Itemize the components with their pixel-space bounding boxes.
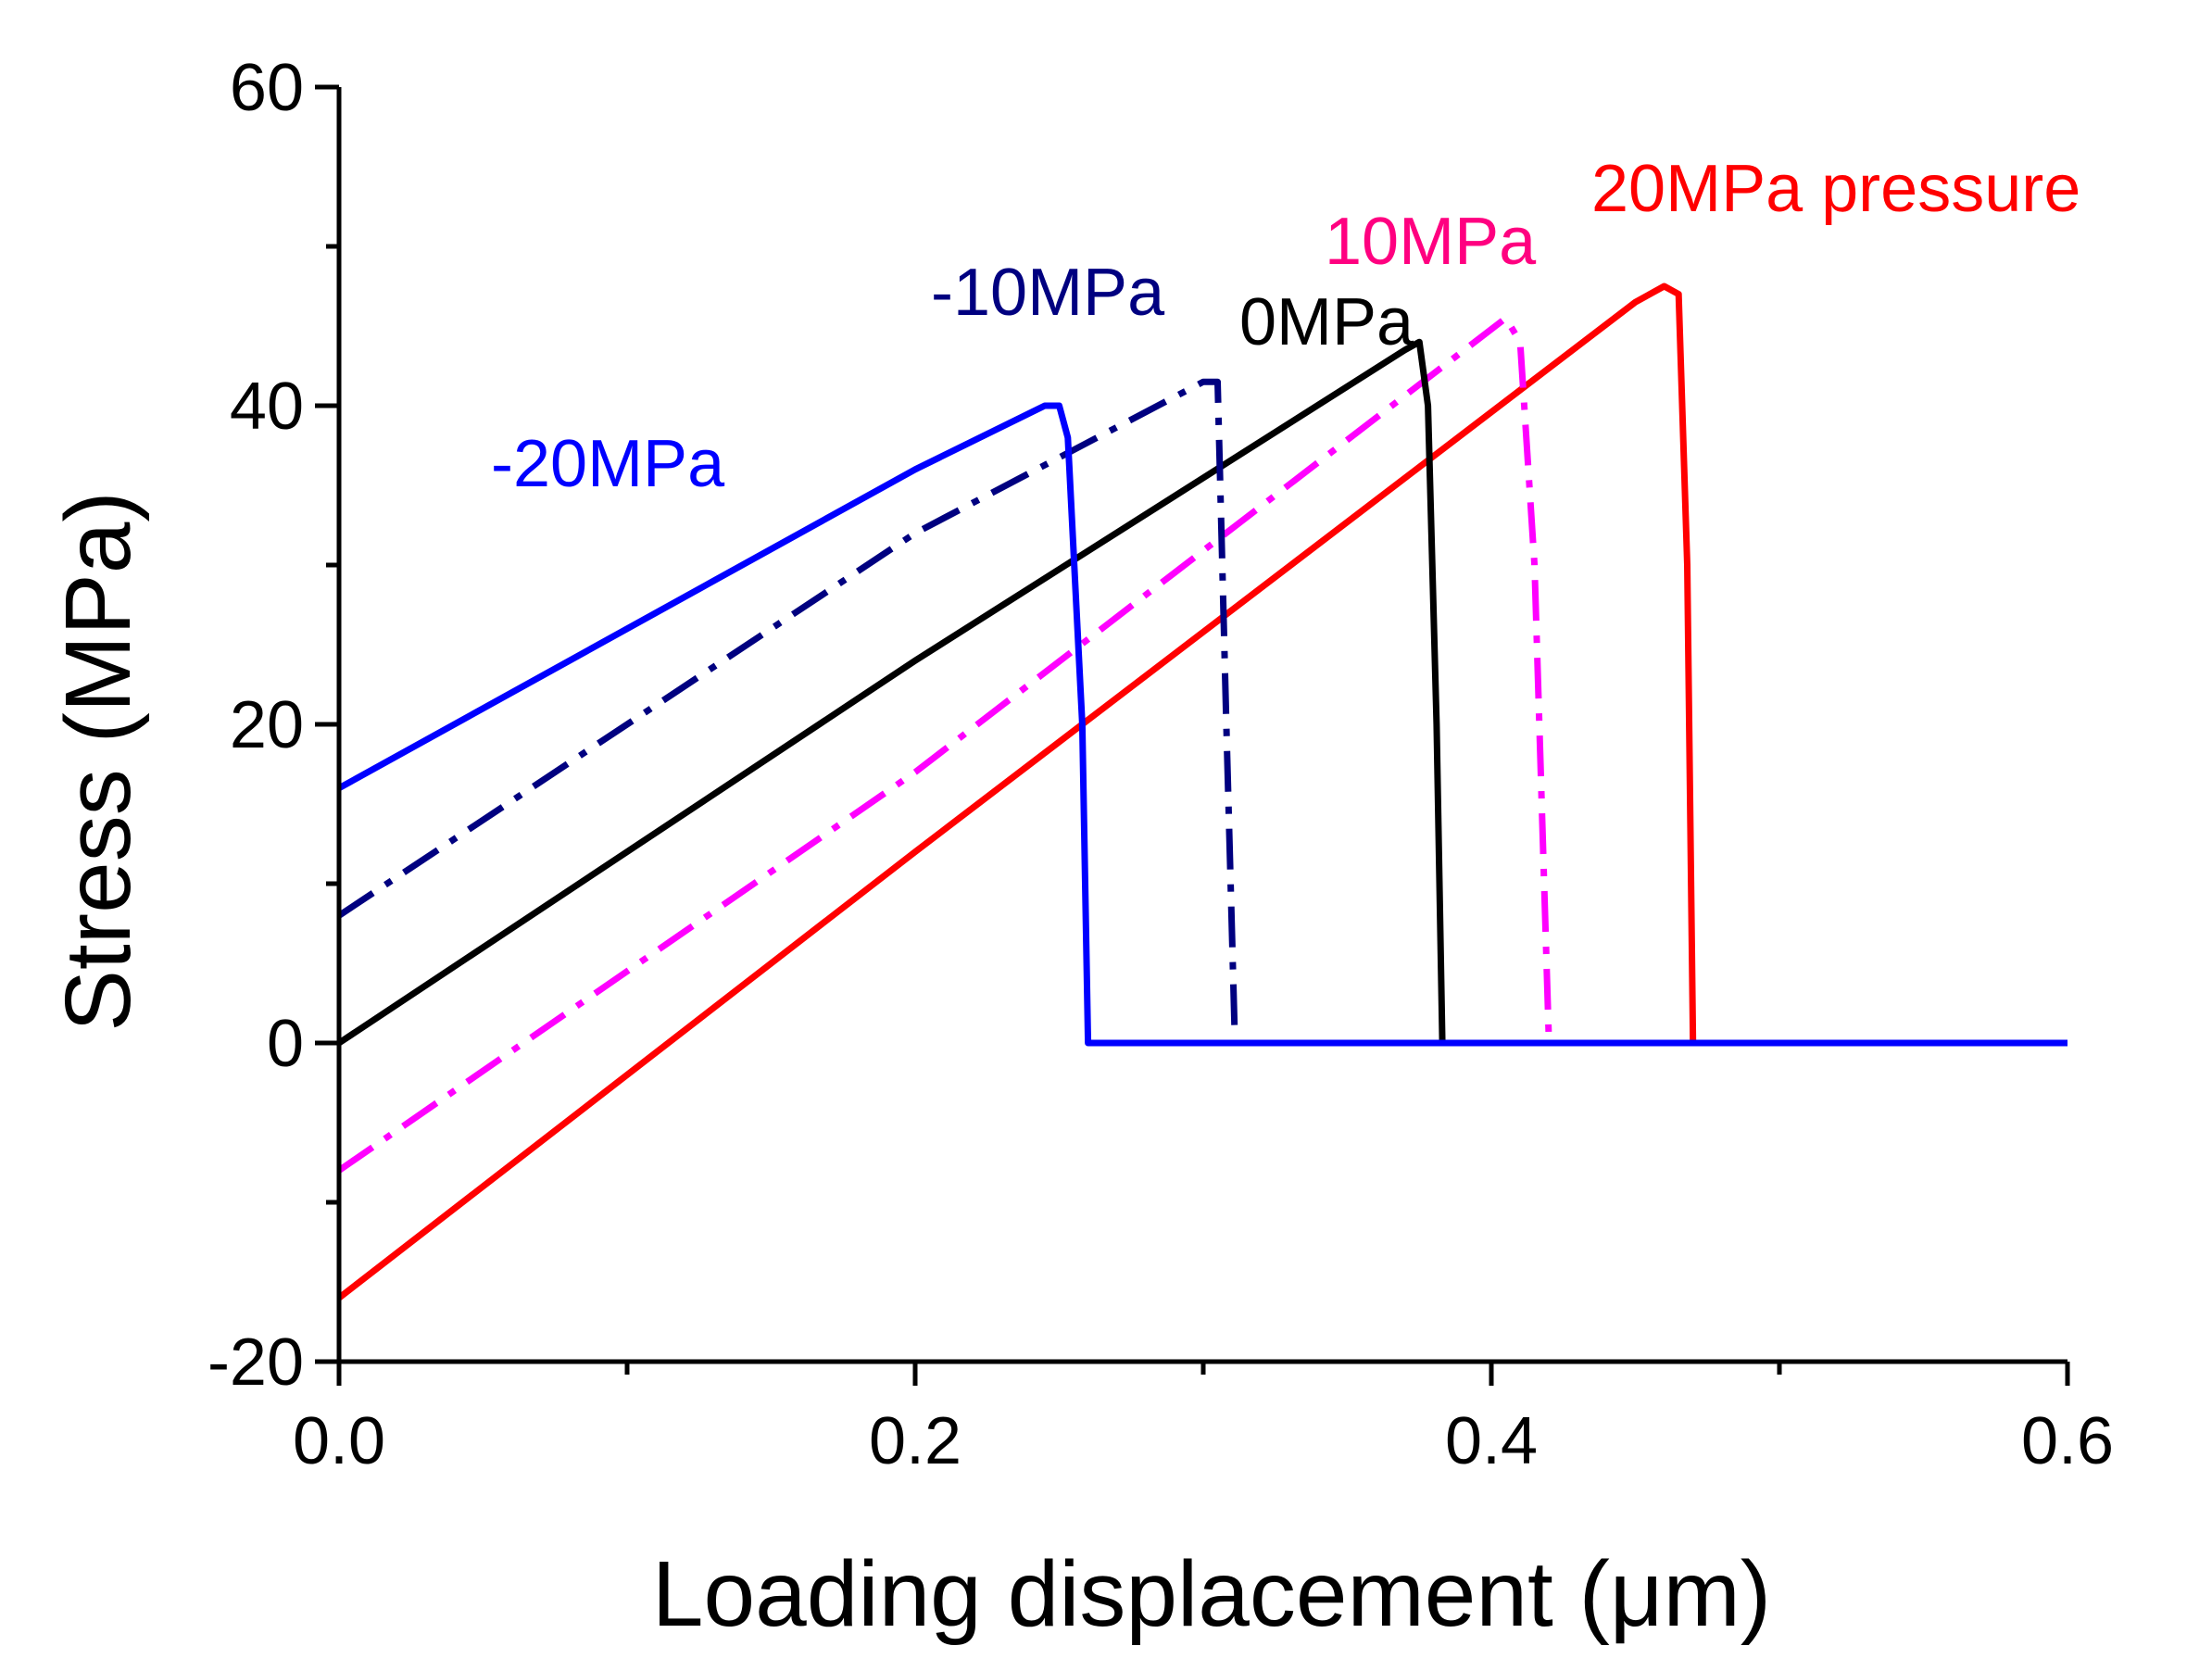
series-layer (336, 283, 2067, 1300)
series-label-m10: -10MPa (931, 256, 1165, 330)
axes (336, 87, 2067, 1364)
series-label-0: 0MPa (1239, 285, 1414, 359)
series-line-p20 (336, 283, 2067, 1300)
series-line-p10 (337, 314, 2067, 1174)
series-line-m20 (337, 402, 2067, 1047)
y-axis-title: Stress (MPa) (46, 491, 150, 1031)
series-label-p10: 10MPa (1325, 205, 1537, 279)
series-label-p20: 20MPa pressure (1591, 152, 2080, 226)
y-tick-label: 40 (230, 370, 304, 444)
x-axis-title: Loading displacement (μm) (652, 1542, 1771, 1646)
tick-labels: 0.0 0.2 0.4 0.6 -20 0 20 40 60 (207, 51, 2114, 1478)
x-tick-label: 0.4 (1445, 1404, 1538, 1478)
series-line-z0 (337, 338, 2067, 1047)
y-tick-label: 0 (267, 1007, 304, 1081)
x-tick-label: 0.6 (2021, 1404, 2114, 1478)
ticks (315, 84, 2070, 1386)
y-tick-label: 60 (230, 51, 304, 125)
x-tick-label: 0.2 (869, 1404, 961, 1478)
series-label-m20: -20MPa (491, 427, 725, 501)
y-tick-label: -20 (207, 1325, 304, 1400)
x-tick-label: 0.0 (293, 1404, 385, 1478)
y-tick-label: 20 (230, 688, 304, 762)
